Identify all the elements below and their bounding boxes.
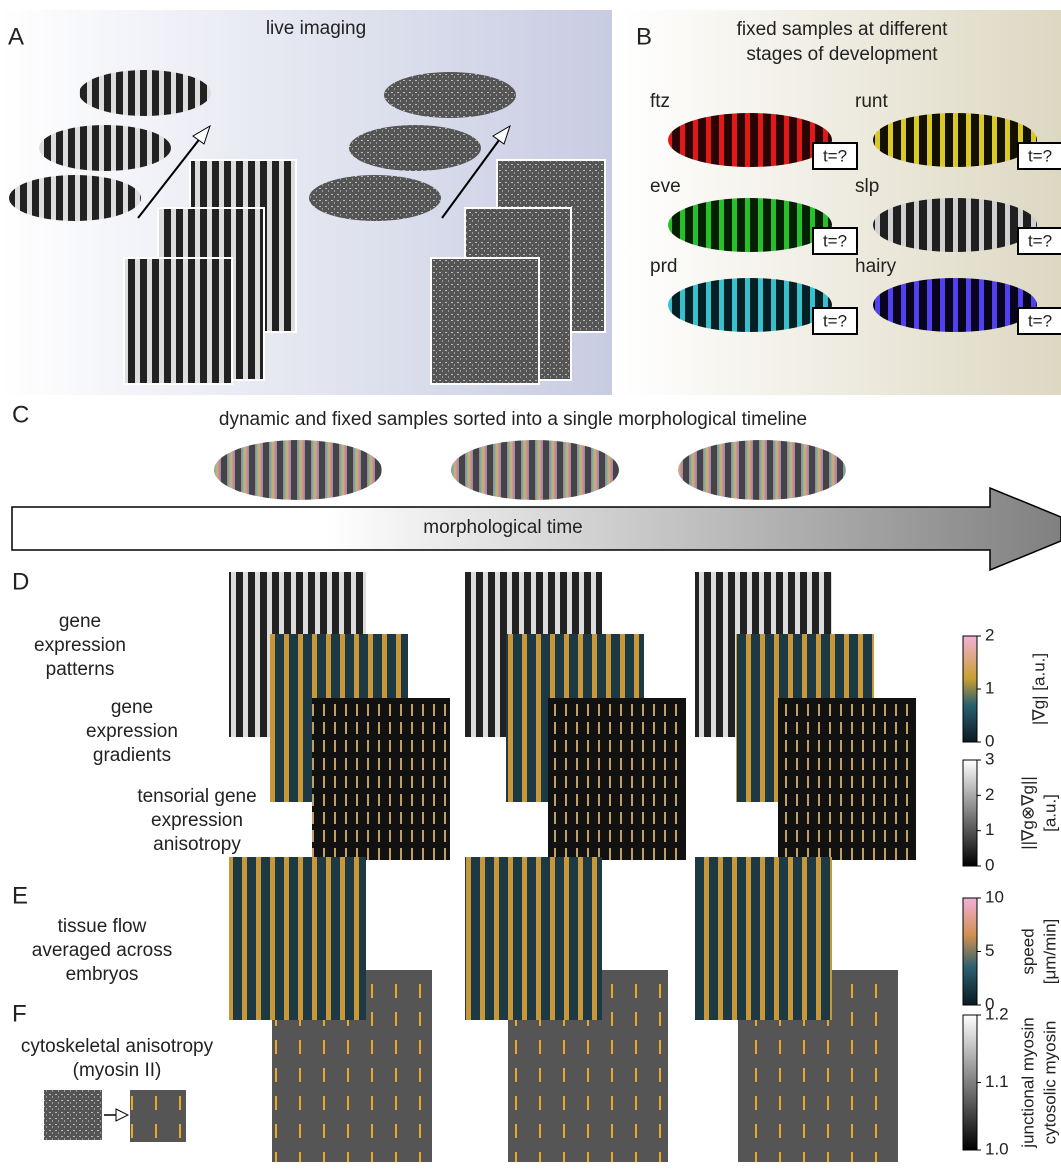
colorbar-tick-label: 2 — [985, 625, 994, 644]
panel-label: E — [12, 882, 28, 909]
colorbar-label: speed — [1018, 928, 1037, 974]
row-label: tissue flow — [58, 916, 147, 937]
row-label: anisotropy — [153, 834, 241, 855]
colorbar-label: [μm/min] — [1040, 919, 1059, 985]
row-label: embryos — [66, 964, 139, 985]
row-label: expression — [86, 721, 178, 742]
row-label: averaged across — [32, 940, 172, 961]
figure: A live imaging B fixed samples at differ… — [0, 0, 1061, 1175]
colorbar-tick-label: 10 — [985, 887, 1004, 906]
colorbar-tick-label: 1 — [985, 820, 994, 839]
anisotropy-image — [778, 698, 916, 860]
gene-embryo — [668, 113, 832, 167]
row-label: expression — [151, 810, 243, 831]
stage-label: t=? — [1028, 311, 1052, 330]
gene-embryo — [668, 198, 832, 252]
colorbar-tick-label: 3 — [985, 749, 994, 768]
panel-label: F — [12, 1000, 27, 1027]
stage-label: t=? — [1028, 231, 1052, 250]
colorbar-tick-label: 2 — [985, 785, 994, 804]
panel-title: fixed samples at different — [737, 19, 949, 40]
myosin-inset — [44, 1090, 186, 1142]
panel-label: D — [12, 568, 29, 595]
row-label: tensorial gene — [137, 786, 256, 807]
panel-text: (myosin II) — [73, 1060, 162, 1081]
gene-embryo — [873, 278, 1037, 332]
stage-label: t=? — [1028, 146, 1052, 165]
gene-name: runt — [855, 91, 888, 112]
colorbar-label: [a.u.] — [1040, 794, 1059, 832]
panel-label: C — [12, 401, 29, 428]
row-label: expression — [34, 635, 126, 656]
colorbar-label: |∇g| [a.u.] — [1029, 653, 1048, 725]
colorbar-tick-label: 0 — [985, 855, 994, 874]
flow-image — [229, 857, 366, 1020]
panel-label: A — [8, 23, 24, 50]
row-label: patterns — [46, 659, 115, 680]
gene-name: prd — [650, 256, 677, 277]
timeline-embryos — [214, 440, 846, 500]
colorbar-label: junctional myosin — [1018, 1017, 1037, 1148]
gene-embryo — [873, 198, 1037, 252]
colorbar — [963, 636, 977, 742]
row-label: gene — [111, 697, 153, 718]
colorbar-tick-label: 0 — [985, 731, 994, 750]
colorbar-tick-label: 1.0 — [985, 1139, 1009, 1158]
colorbar-tick-label: 1 — [985, 678, 994, 697]
colorbars: 210|∇g| [a.u.]3210||∇g⊗∇g||[a.u.]1050spe… — [963, 625, 1059, 1158]
anisotropy-image — [312, 698, 450, 860]
anisotropy-image — [548, 698, 686, 860]
flow-image — [465, 857, 602, 1020]
panel-label: B — [636, 23, 652, 50]
colorbar — [963, 760, 977, 866]
image-tiles — [229, 572, 916, 1162]
row-label: gene — [59, 611, 101, 632]
gene-name: ftz — [650, 91, 670, 112]
colorbar-tick-label: 1.1 — [985, 1072, 1009, 1091]
gene-name: eve — [650, 176, 681, 197]
page: {"panels": { "A": {"label": "A", "title"… — [0, 0, 1061, 1175]
colorbar-label: cytosolic myosin — [1040, 1021, 1059, 1145]
colorbar-tick-label: 5 — [985, 941, 994, 960]
flow-image — [695, 857, 832, 1020]
gene-embryo — [668, 278, 832, 332]
panel-title: live imaging — [266, 18, 366, 39]
gene-name: slp — [855, 176, 879, 197]
colorbar — [963, 898, 977, 1005]
colorbar — [963, 1015, 977, 1150]
panel-text: cytoskeletal anisotropy — [21, 1036, 214, 1057]
stage-label: t=? — [823, 146, 847, 165]
panel-title: dynamic and fixed samples sorted into a … — [219, 409, 807, 430]
panel-title: stages of development — [746, 44, 938, 65]
gene-embryo — [873, 113, 1037, 167]
row-label: gradients — [93, 745, 171, 766]
gene-name: hairy — [855, 256, 897, 277]
stage-label: t=? — [823, 311, 847, 330]
colorbar-tick-label: 1.2 — [985, 1004, 1009, 1023]
colorbar-label: ||∇g⊗∇g|| — [1018, 776, 1037, 850]
stage-label: t=? — [823, 231, 847, 250]
arrow-label: morphological time — [423, 517, 582, 538]
